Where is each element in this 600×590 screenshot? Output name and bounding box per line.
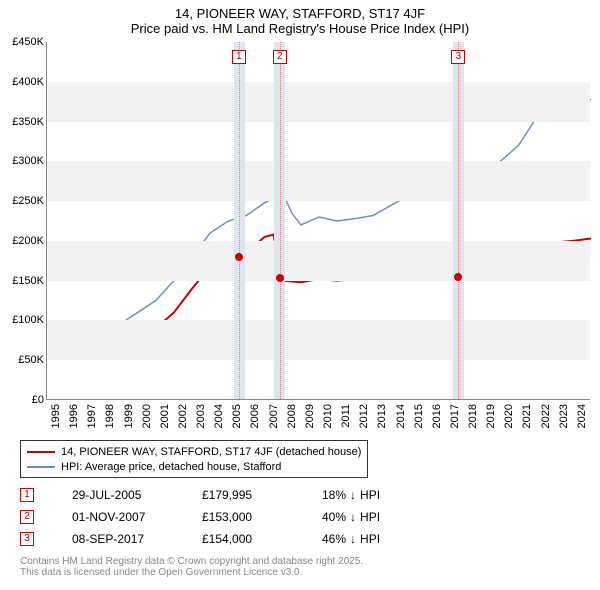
footer-attribution: Contains HM Land Registry data © Crown c…	[20, 556, 363, 578]
x-tick-label: 2009	[304, 404, 316, 428]
sales-diff: 40% ↓ HPI	[322, 510, 380, 524]
sales-marker: 1	[20, 488, 34, 502]
x-tick-label: 2018	[467, 404, 479, 428]
series-hpi	[47, 99, 591, 340]
footer-line2: This data is licensed under the Open Gov…	[20, 567, 363, 578]
grid-band	[47, 82, 590, 122]
price-point	[454, 273, 462, 281]
event-line	[239, 42, 240, 399]
x-tick-label: 2020	[503, 404, 515, 428]
x-tick-label: 2008	[286, 404, 298, 428]
footer-line1: Contains HM Land Registry data © Crown c…	[20, 556, 363, 567]
sales-date: 29-JUL-2005	[72, 488, 202, 502]
y-tick-label: £250K	[2, 195, 44, 207]
x-tick-label: 2015	[413, 404, 425, 428]
y-tick-label: £150K	[2, 275, 44, 287]
title-address: 14, PIONEER WAY, STAFFORD, ST17 4JF	[0, 6, 600, 21]
sales-table: 1 29-JUL-2005£179,99518% ↓ HPI 2 01-NOV-200…	[20, 484, 380, 550]
x-tick-label: 2001	[159, 404, 171, 428]
y-tick-label: £0	[2, 394, 44, 406]
x-tick-label: 2004	[213, 404, 225, 428]
y-tick-label: £50K	[2, 354, 44, 366]
y-tick-label: £400K	[2, 76, 44, 88]
x-tick-label: 1999	[123, 404, 135, 428]
y-tick-label: £200K	[2, 235, 44, 247]
y-tick-label: £350K	[2, 116, 44, 128]
x-tick-label: 2010	[322, 404, 334, 428]
x-tick-label: 2000	[141, 404, 153, 428]
x-tick-label: 1997	[86, 404, 98, 428]
x-tick-label: 1998	[104, 404, 116, 428]
sales-marker: 3	[20, 532, 34, 546]
legend-swatch	[27, 466, 55, 468]
x-tick-label: 2005	[231, 404, 243, 428]
price-point	[276, 274, 284, 282]
grid-band	[47, 320, 590, 360]
x-tick-label: 2024	[576, 404, 588, 428]
chart-plot-area: 1 2 3	[46, 42, 590, 400]
event-line	[280, 42, 281, 399]
event-marker-label: 1	[232, 50, 246, 64]
x-tick-label: 2023	[558, 404, 570, 428]
y-tick-label: £100K	[2, 314, 44, 326]
x-tick-label: 2019	[485, 404, 497, 428]
price-point	[235, 253, 243, 261]
x-tick-label: 2014	[395, 404, 407, 428]
x-tick-label: 2022	[540, 404, 552, 428]
sales-date: 01-NOV-2007	[72, 510, 202, 524]
event-marker-label: 2	[273, 50, 287, 64]
x-tick-label: 2017	[449, 404, 461, 428]
x-tick-label: 1995	[50, 404, 62, 428]
x-tick-label: 2016	[431, 404, 443, 428]
legend-item: HPI: Average price, detached house, Staf…	[27, 459, 361, 474]
sales-diff: 18% ↓ HPI	[322, 488, 380, 502]
x-tick-label: 2013	[376, 404, 388, 428]
x-tick-label: 2006	[249, 404, 261, 428]
sales-price: £153,000	[202, 510, 322, 524]
grid-band	[47, 161, 590, 201]
sales-row: 2 01-NOV-2007£153,00040% ↓ HPI	[20, 506, 380, 528]
event-line	[458, 42, 459, 399]
legend-swatch	[27, 451, 55, 453]
x-tick-label: 2011	[340, 404, 352, 428]
sales-row: 3 08-SEP-2017£154,00046% ↓ HPI	[20, 528, 380, 550]
sales-price: £179,995	[202, 488, 322, 502]
x-tick-label: 1996	[68, 404, 80, 428]
down-arrow-icon: ↓	[350, 510, 356, 524]
x-tick-label: 2021	[521, 404, 533, 428]
y-tick-label: £300K	[2, 155, 44, 167]
sales-price: £154,000	[202, 532, 322, 546]
down-arrow-icon: ↓	[350, 532, 356, 546]
event-marker-label: 3	[451, 50, 465, 64]
x-tick-label: 2002	[177, 404, 189, 428]
down-arrow-icon: ↓	[350, 488, 356, 502]
sales-diff: 46% ↓ HPI	[322, 532, 380, 546]
x-tick-label: 2007	[268, 404, 280, 428]
legend: 14, PIONEER WAY, STAFFORD, ST17 4JF (det…	[20, 440, 368, 478]
y-tick-label: £450K	[2, 36, 44, 48]
legend-label: HPI: Average price, detached house, Staf…	[61, 461, 281, 473]
sales-marker: 2	[20, 510, 34, 524]
chart-title: 14, PIONEER WAY, STAFFORD, ST17 4JF Pric…	[0, 0, 600, 36]
sales-row: 1 29-JUL-2005£179,99518% ↓ HPI	[20, 484, 380, 506]
legend-item: 14, PIONEER WAY, STAFFORD, ST17 4JF (det…	[27, 444, 361, 459]
x-tick-label: 2012	[358, 404, 370, 428]
title-subtitle: Price paid vs. HM Land Registry's House …	[0, 21, 600, 36]
x-tick-label: 2003	[195, 404, 207, 428]
grid-band	[47, 241, 590, 281]
sales-date: 08-SEP-2017	[72, 532, 202, 546]
legend-label: 14, PIONEER WAY, STAFFORD, ST17 4JF (det…	[61, 446, 361, 458]
